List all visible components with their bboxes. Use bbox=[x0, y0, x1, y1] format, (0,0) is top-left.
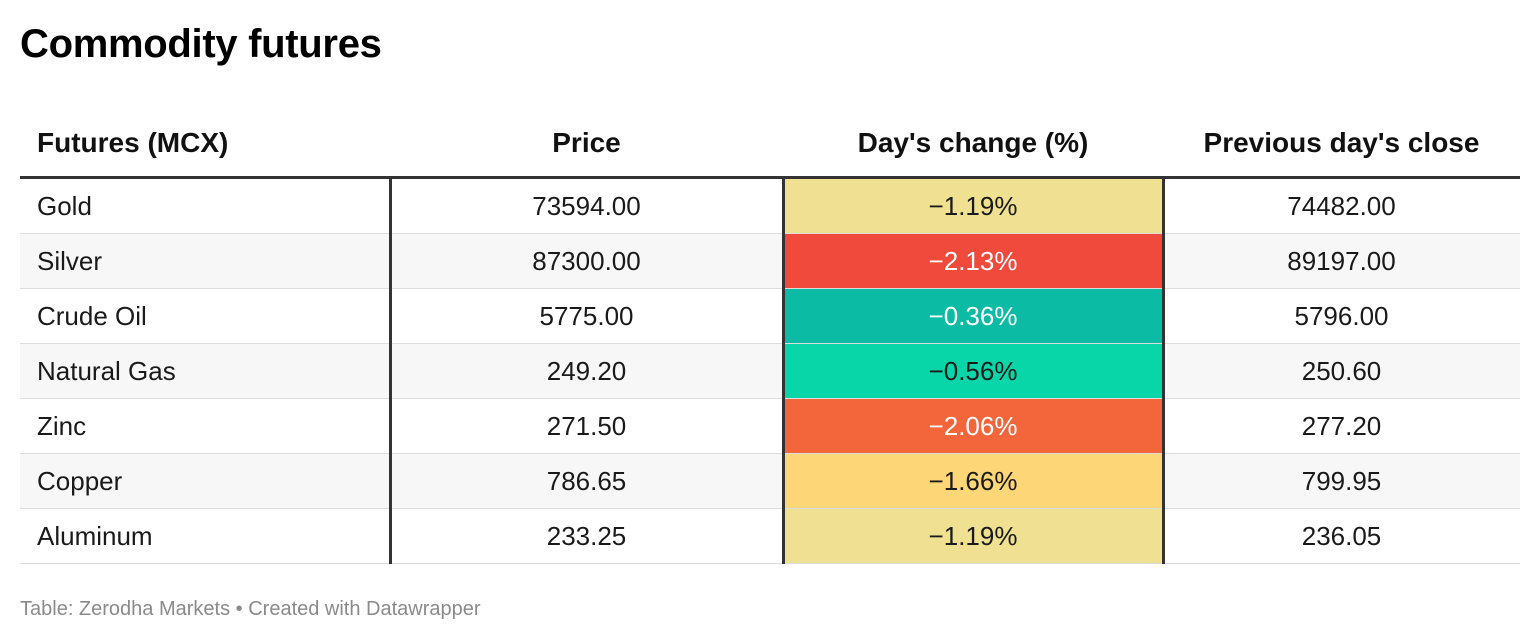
table-header: Futures (MCX) Price Day's change (%) Pre… bbox=[20, 110, 1520, 179]
cell-days-change: −1.66% bbox=[783, 454, 1163, 508]
header-days-change[interactable]: Day's change (%) bbox=[857, 127, 1089, 158]
cell-commodity-name: Copper bbox=[37, 465, 123, 496]
commodity-table: Futures (MCX) Price Day's change (%) Pre… bbox=[20, 110, 1520, 564]
cell-days-change: −2.13% bbox=[783, 234, 1163, 288]
table-row: Copper 786.65 −1.66% 799.95 bbox=[20, 454, 1520, 509]
cell-commodity-name: Silver bbox=[37, 245, 103, 276]
cell-price: 271.50 bbox=[546, 410, 627, 441]
table-body: Gold 73594.00 −1.19% 74482.00 Silver 87300.00… bbox=[20, 179, 1520, 564]
cell-days-change: −0.36% bbox=[783, 289, 1163, 343]
table-row: Aluminum 233.25 −1.19% 236.05 bbox=[20, 509, 1520, 564]
cell-days-change: −1.19% bbox=[783, 509, 1163, 563]
table-row: Natural Gas 249.20 −0.56% 250.60 bbox=[20, 344, 1520, 399]
cell-price: 73594.00 bbox=[532, 190, 641, 221]
cell-prev-close: 236.05 bbox=[1301, 520, 1382, 551]
cell-price: 233.25 bbox=[546, 520, 627, 551]
cell-days-change: −2.06% bbox=[783, 399, 1163, 453]
cell-prev-close: 5796.00 bbox=[1294, 300, 1389, 331]
table-row: Gold 73594.00 −1.19% 74482.00 bbox=[20, 179, 1520, 234]
header-prev-close[interactable]: Previous day's close bbox=[1203, 127, 1480, 158]
source-footer: Table: Zerodha Markets • Created with Da… bbox=[20, 598, 481, 620]
column-divider bbox=[782, 179, 785, 564]
cell-days-change: −1.19% bbox=[783, 179, 1163, 233]
column-divider bbox=[389, 179, 392, 564]
header-price[interactable]: Price bbox=[552, 127, 621, 158]
cell-price: 786.65 bbox=[546, 465, 627, 496]
cell-prev-close: 799.95 bbox=[1301, 465, 1382, 496]
header-futures[interactable]: Futures (MCX) bbox=[37, 127, 229, 158]
cell-prev-close: 74482.00 bbox=[1287, 190, 1396, 221]
cell-prev-close: 89197.00 bbox=[1287, 245, 1396, 276]
table-row: Zinc 271.50 −2.06% 277.20 bbox=[20, 399, 1520, 454]
cell-price: 249.20 bbox=[546, 355, 627, 386]
cell-commodity-name: Aluminum bbox=[37, 520, 153, 551]
cell-commodity-name: Gold bbox=[37, 190, 92, 221]
column-divider bbox=[1162, 179, 1165, 564]
cell-commodity-name: Zinc bbox=[37, 410, 87, 441]
cell-price: 87300.00 bbox=[532, 245, 641, 276]
cell-prev-close: 250.60 bbox=[1301, 355, 1382, 386]
chart-title: Commodity futures bbox=[20, 22, 382, 66]
cell-price: 5775.00 bbox=[539, 300, 634, 331]
cell-days-change: −0.56% bbox=[783, 344, 1163, 398]
cell-commodity-name: Crude Oil bbox=[37, 300, 147, 331]
cell-commodity-name: Natural Gas bbox=[37, 355, 176, 386]
cell-prev-close: 277.20 bbox=[1301, 410, 1382, 441]
table-row: Silver 87300.00 −2.13% 89197.00 bbox=[20, 234, 1520, 289]
table-row: Crude Oil 5775.00 −0.36% 5796.00 bbox=[20, 289, 1520, 344]
